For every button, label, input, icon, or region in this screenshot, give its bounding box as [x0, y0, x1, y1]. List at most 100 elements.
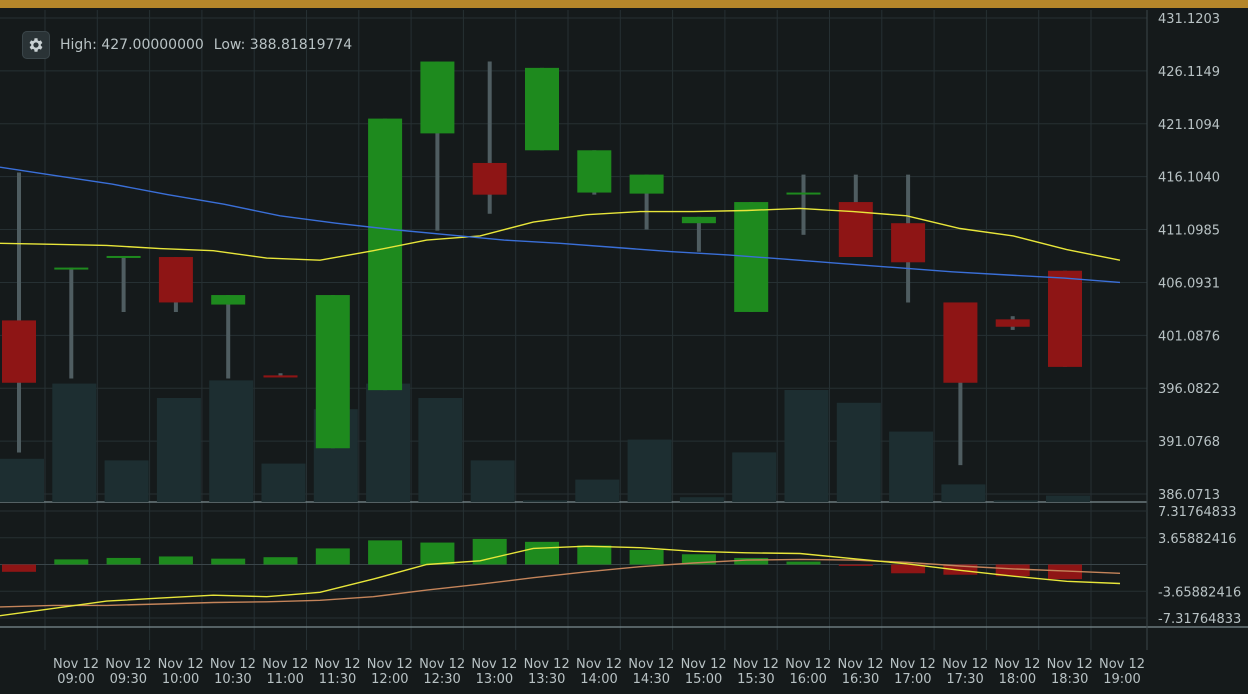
volume-bar [993, 500, 1038, 502]
volume-bar [1046, 495, 1090, 502]
macd-y-tick-label: 7.31764833 [1158, 505, 1237, 520]
candle-body [786, 192, 821, 195]
y-tick-label: 396.0822 [1158, 382, 1220, 397]
candle-body [472, 162, 507, 195]
macd-histogram-bar [943, 564, 978, 575]
macd-line [0, 545, 1121, 617]
volume-bar [784, 390, 829, 502]
macd-histogram-bar [995, 564, 1030, 577]
top-accent-bar [0, 0, 1248, 8]
macd-histogram-bar [734, 557, 769, 565]
x-tick-time: 12:00 [371, 672, 408, 687]
x-tick-time: 11:00 [266, 672, 303, 687]
candle-body [211, 295, 246, 305]
x-tick-time: 14:00 [580, 672, 617, 687]
x-tick-date: Nov 12 [681, 657, 727, 672]
macd-histogram-bar [158, 556, 193, 565]
x-tick-time: 18:00 [999, 672, 1036, 687]
candle-body [263, 375, 298, 378]
low-value: 388.81819774 [249, 37, 353, 53]
volume-bar [366, 383, 411, 502]
x-tick-date: Nov 12 [471, 657, 517, 672]
axes: 431.1203 426.1149 421.1094 416.1040 411.0985… [53, 12, 1241, 687]
high-label: High: [60, 37, 97, 53]
y-tick-label: 386.0713 [1158, 488, 1220, 503]
candle-body [420, 61, 455, 134]
x-tick-date: Nov 12 [524, 657, 570, 672]
candle-body [106, 255, 141, 258]
x-tick-time: 11:30 [319, 672, 356, 687]
moving-averages [0, 166, 1121, 284]
x-tick-date: Nov 12 [1047, 657, 1093, 672]
macd-histogram-bar [1048, 564, 1082, 580]
ma-slow-line [0, 166, 1121, 284]
macd-histogram-bar [891, 564, 926, 574]
candle-body [1048, 270, 1082, 367]
x-tick-date: Nov 12 [262, 657, 308, 672]
x-tick-date: Nov 12 [628, 657, 674, 672]
ma-fast-line [0, 207, 1121, 261]
x-tick-date: Nov 12 [53, 657, 99, 672]
x-tick-date: Nov 12 [733, 657, 779, 672]
y-tick-label: 426.1149 [1158, 65, 1220, 80]
macd-histogram-bar [106, 557, 141, 565]
x-tick-time: 17:00 [894, 672, 931, 687]
price-info-bar: High: 427.00000000 Low: 388.81819774 [22, 31, 352, 59]
x-tick-time: 14:30 [633, 672, 670, 687]
x-tick-date: Nov 12 [837, 657, 883, 672]
x-tick-time: 10:30 [214, 672, 251, 687]
y-tick-label: 411.0985 [1158, 224, 1220, 239]
candle-body [577, 150, 612, 193]
gear-icon [29, 38, 43, 52]
candle-body [315, 295, 350, 449]
x-tick-time: 15:30 [737, 672, 774, 687]
macd-histogram-bar [2, 564, 36, 572]
x-tick-date: Nov 12 [576, 657, 622, 672]
x-tick-date: Nov 12 [1099, 657, 1145, 672]
high-low-readout: High: 427.00000000 Low: 388.81819774 [60, 37, 352, 53]
volume-bar [523, 500, 567, 502]
candle-body [368, 118, 403, 391]
x-tick-time: 19:00 [1103, 672, 1140, 687]
x-tick-date: Nov 12 [890, 657, 936, 672]
volume-bar [52, 383, 97, 502]
candle-body [943, 302, 978, 383]
macd-y-tick-label: -7.31764833 [1158, 612, 1241, 627]
macd-histogram-bar [263, 557, 298, 565]
y-tick-label: 401.0876 [1158, 329, 1220, 344]
x-tick-time: 09:30 [110, 672, 147, 687]
x-tick-date: Nov 12 [210, 657, 256, 672]
x-tick-time: 18:30 [1051, 672, 1088, 687]
x-tick-date: Nov 12 [785, 657, 831, 672]
low-label: Low: [213, 37, 246, 53]
y-tick-label: 421.1094 [1158, 118, 1220, 133]
macd-histogram-bar [54, 559, 89, 565]
x-tick-date: Nov 12 [942, 657, 988, 672]
x-tick-time: 13:00 [476, 672, 513, 687]
candle-body [525, 67, 559, 151]
y-tick-label: 406.0931 [1158, 276, 1220, 291]
y-tick-label: 416.1040 [1158, 171, 1220, 186]
volume-bars [0, 380, 1090, 502]
candle-body [891, 223, 926, 263]
macd-histogram-bar [629, 549, 664, 565]
candle-body [629, 174, 664, 194]
volume-bar [889, 431, 934, 502]
volume-bar [156, 398, 201, 502]
macd-histogram-bar [211, 558, 246, 565]
volume-bar [418, 398, 463, 502]
candle-body [158, 257, 193, 303]
macd-histogram-bar [420, 542, 455, 565]
macd-histogram-bar [786, 561, 821, 565]
x-tick-time: 17:30 [946, 672, 983, 687]
settings-button[interactable] [22, 31, 50, 59]
volume-bar [627, 439, 672, 502]
volume-bar [104, 460, 149, 502]
macd-histogram-bar [525, 541, 559, 565]
macd-signal-line [0, 558, 1121, 608]
volume-bar [575, 479, 620, 502]
x-tick-time: 16:00 [789, 672, 826, 687]
volume-bar [732, 452, 777, 502]
